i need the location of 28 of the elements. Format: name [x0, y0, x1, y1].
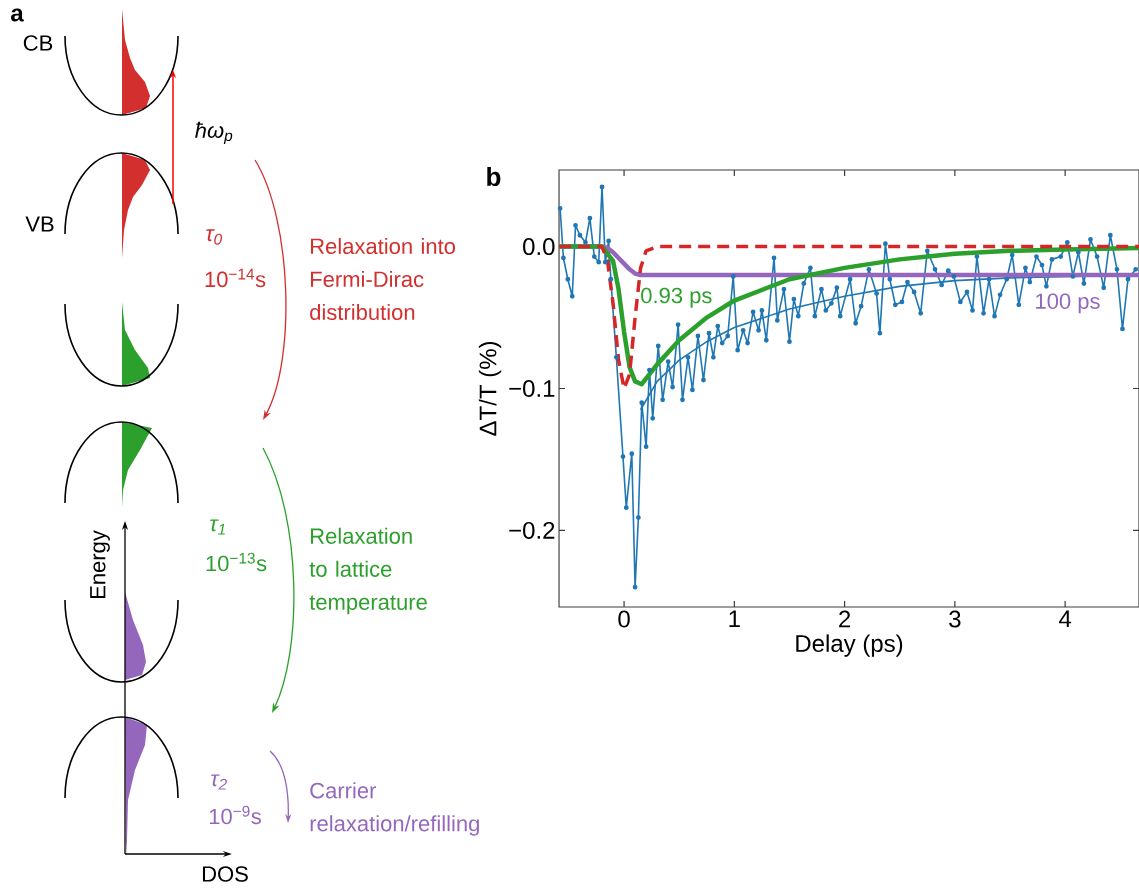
- text: CB: [23, 35, 53, 51]
- text: 10$^{−9}$s: [209, 805, 261, 825]
- y-tick-label: 0.0: [523, 238, 555, 256]
- x-tick-label: 2: [839, 610, 851, 628]
- text: Relaxation into Fermi-Dirac distribution: [310, 237, 455, 321]
- text: a: [11, 8, 24, 22]
- series-label: 0.93 ps: [641, 287, 712, 308]
- text: τ$_{0}$: [206, 229, 223, 245]
- text: Relaxation to lattice temperature: [309, 527, 427, 615]
- x-tick-label: 1: [729, 610, 740, 628]
- x-tick-label: 0: [618, 610, 630, 628]
- text: 10$^{−13}$s: [206, 552, 267, 572]
- text: τ$_{2}$: [211, 774, 227, 790]
- text: Carrier relaxation/refilling: [310, 782, 479, 836]
- x-tick-label: 3: [949, 610, 961, 628]
- text: VB: [25, 216, 54, 232]
- x-tick-label: 4: [1059, 610, 1072, 628]
- text: 10$^{−14}$s: [205, 268, 266, 288]
- series-label: 100 ps: [1036, 293, 1100, 314]
- y-tick-label: −0.2: [509, 521, 555, 539]
- y-axis-title: ΔT/T (%): [478, 341, 502, 436]
- x-axis-title: Delay (ps): [796, 634, 903, 657]
- text: DOS: [202, 866, 248, 882]
- chart-title: b: [487, 167, 501, 187]
- text: ħω$_{p}$: [195, 121, 233, 145]
- y-tick-label: −0.1: [509, 380, 555, 397]
- text: τ$_{1}$: [210, 519, 225, 535]
- text: Energy: [90, 530, 110, 599]
